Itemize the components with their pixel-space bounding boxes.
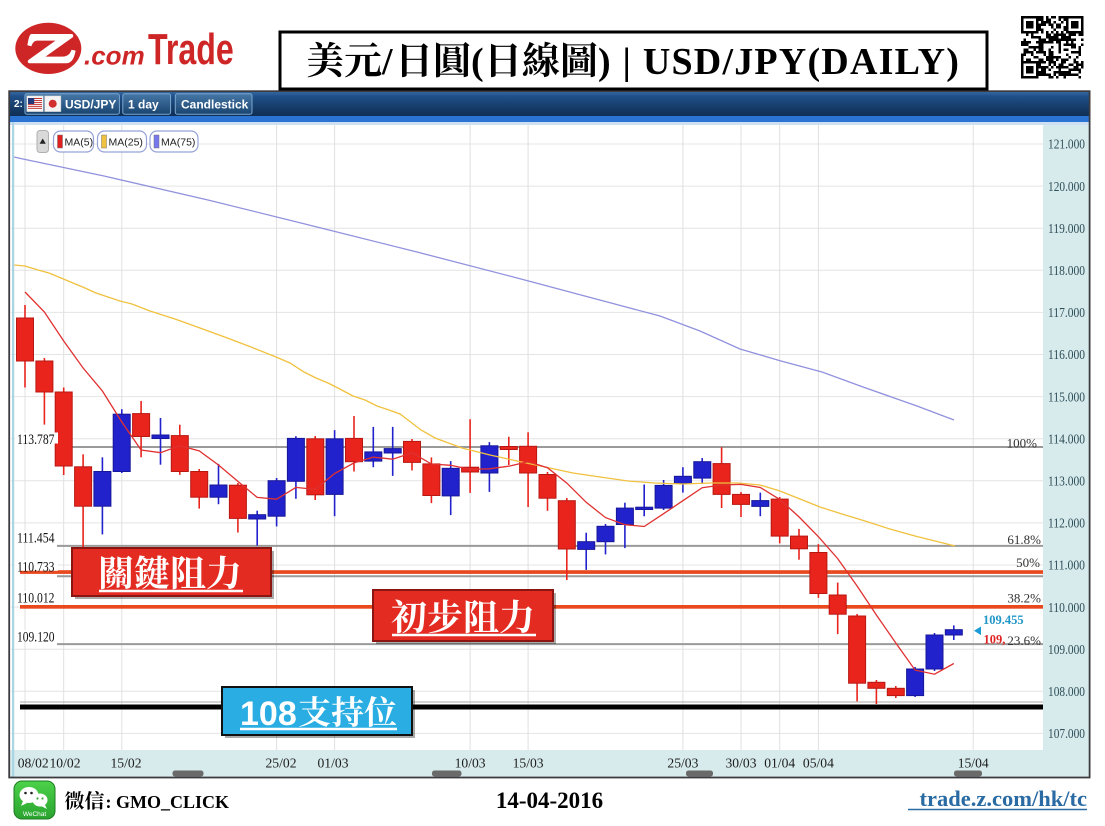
svg-text:05/04: 05/04 (803, 757, 834, 772)
svg-text:MA(25): MA(25) (109, 137, 143, 149)
svg-text:111.454: 111.454 (17, 530, 55, 546)
svg-text:15/04: 15/04 (958, 757, 989, 772)
svg-text:MA(75): MA(75) (161, 137, 195, 149)
svg-text:MA(5): MA(5) (65, 137, 94, 149)
svg-text:109,: 109, (984, 633, 1006, 647)
svg-text:108.000: 108.000 (1048, 685, 1085, 700)
svg-text:) | USD/JPY(DAILY): ) | USD/JPY(DAILY) (598, 41, 960, 83)
svg-text:110.733: 110.733 (17, 559, 55, 575)
svg-text:2:: 2: (14, 99, 23, 110)
svg-text:116.000: 116.000 (1048, 348, 1085, 363)
svg-text:trade.z.com/hk/tc: trade.z.com/hk/tc (920, 786, 1087, 811)
svg-text:108: 108 (240, 695, 297, 733)
svg-text:USD/JPY: USD/JPY (65, 98, 116, 112)
svg-text:112.000: 112.000 (1048, 517, 1085, 532)
svg-text:118.000: 118.000 (1048, 264, 1085, 279)
svg-text:50%: 50% (1016, 555, 1040, 570)
svg-text:120.000: 120.000 (1048, 180, 1085, 195)
svg-text:(: ( (471, 41, 484, 83)
svg-text:115.000: 115.000 (1048, 390, 1085, 405)
svg-text:10/02: 10/02 (50, 757, 81, 772)
svg-text:109.120: 109.120 (17, 630, 55, 646)
svg-text:119.000: 119.000 (1048, 222, 1085, 237)
svg-text:10/03: 10/03 (455, 757, 486, 772)
svg-text:117.000: 117.000 (1048, 306, 1085, 321)
svg-text:15/03: 15/03 (513, 757, 544, 772)
svg-text:109.000: 109.000 (1048, 643, 1085, 658)
svg-text:Trade: Trade (148, 25, 234, 74)
svg-text:38.2%: 38.2% (1007, 591, 1041, 606)
svg-text:30/03: 30/03 (726, 757, 757, 772)
svg-text:01/03: 01/03 (318, 757, 349, 772)
svg-text:/: / (381, 41, 393, 83)
svg-text:121.000: 121.000 (1048, 138, 1085, 153)
svg-text:61.8%: 61.8% (1007, 532, 1041, 547)
svg-text:25/03: 25/03 (667, 757, 698, 772)
svg-text:23.6%: 23.6% (1007, 633, 1041, 648)
svg-text:14-04-2016: 14-04-2016 (496, 788, 603, 813)
svg-text:110.012: 110.012 (17, 590, 55, 606)
svg-text:01/04: 01/04 (764, 757, 795, 772)
svg-text:111.000: 111.000 (1048, 559, 1085, 574)
svg-text:.com: .com (84, 41, 145, 71)
svg-text:114.000: 114.000 (1048, 432, 1085, 447)
svg-text:110.000: 110.000 (1048, 601, 1085, 616)
svg-text:113.000: 113.000 (1048, 475, 1085, 490)
svg-text:Candlestick: Candlestick (181, 98, 249, 112)
svg-text:109.455: 109.455 (983, 613, 1024, 627)
svg-text:1 day: 1 day (128, 98, 159, 112)
svg-text:15/02: 15/02 (111, 757, 142, 772)
svg-text:: GMO_CLICK: : GMO_CLICK (106, 792, 230, 812)
svg-text:113.787: 113.787 (17, 432, 55, 448)
svg-text:08/02: 08/02 (18, 757, 49, 772)
svg-text:25/02: 25/02 (266, 757, 297, 772)
svg-text:WeChat: WeChat (23, 811, 47, 818)
svg-text:107.000: 107.000 (1048, 727, 1085, 742)
svg-text:100%: 100% (1007, 436, 1038, 451)
